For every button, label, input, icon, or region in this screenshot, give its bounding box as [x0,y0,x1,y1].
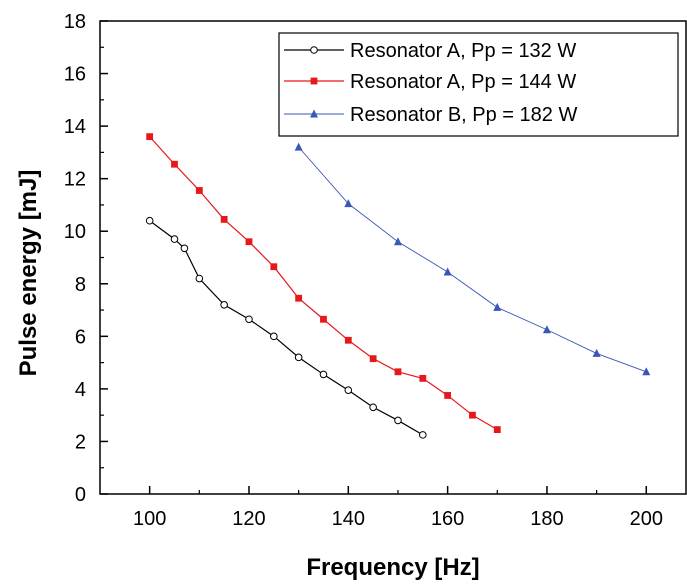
data-point [319,370,328,379]
x-tick-label: 160 [431,508,464,530]
data-point [369,355,377,363]
legend-label: Resonator A, Pp = 144 W [350,71,576,93]
x-tick-label: 180 [530,508,563,530]
legend-label: Resonator A, Pp = 132 W [350,40,576,62]
y-tick-label: 14 [64,116,86,138]
series-line-2 [149,136,498,431]
data-point [493,302,502,311]
data-point [642,367,651,376]
data-point [171,160,178,168]
data-point [344,386,353,395]
legend-label: Resonator B, Pp = 182 W [350,104,577,126]
data-point [294,142,303,151]
series-line-1 [149,220,424,436]
x-tick-label: 120 [232,508,265,530]
data-point [344,336,352,344]
axes: 0 2 4 6 8 10 12 14 16 18 100 120 140 160 180 200 [64,11,687,530]
data-point [469,411,476,419]
data-point [245,315,253,324]
x-tick-label: 100 [133,508,166,530]
data-point [394,416,402,425]
data-point [295,294,303,302]
data-point [180,244,189,253]
data-point [493,426,501,434]
legend-marker [310,46,318,54]
x-tick-label: 140 [332,508,365,530]
legend-marker [310,109,318,118]
y-tick-label: 2 [75,431,86,453]
data-point [344,199,353,208]
data-point [245,238,253,246]
plot-area [145,133,651,439]
data-point [220,301,228,309]
series-line-3 [298,146,647,373]
data-point [419,374,427,382]
data-point [592,348,601,357]
legend-box [278,32,679,137]
data-point [320,315,327,323]
y-tick-label: 6 [75,326,86,348]
data-point [369,403,377,412]
data-point [220,215,228,223]
data-point [195,187,203,194]
legend: Resonator A, Pp = 132 W Resonator A, Pp =… [278,32,679,137]
y-tick-label: 8 [75,274,86,296]
data-point [294,353,303,362]
y-tick-label: 16 [64,64,86,86]
legend-marker [310,77,318,85]
data-point [145,216,154,225]
data-point [195,274,204,283]
data-point [270,332,278,341]
y-axis-title: Pulse energy [mJ] [15,170,42,377]
y-tick-label: 4 [75,379,86,401]
data-point [393,237,402,246]
data-point [542,325,551,334]
x-tick-label: 200 [630,508,663,530]
data-point [170,235,179,243]
data-point [270,263,278,271]
x-axis-title: Frequency [Hz] [306,554,479,581]
data-point [146,133,154,141]
data-point [394,368,402,376]
data-point [444,392,452,399]
data-point [418,431,427,439]
y-tick-label: 12 [64,169,86,191]
data-point [443,267,452,276]
y-tick-label: 10 [64,221,86,243]
y-tick-label: 18 [64,11,86,33]
y-tick-label: 0 [75,484,86,506]
